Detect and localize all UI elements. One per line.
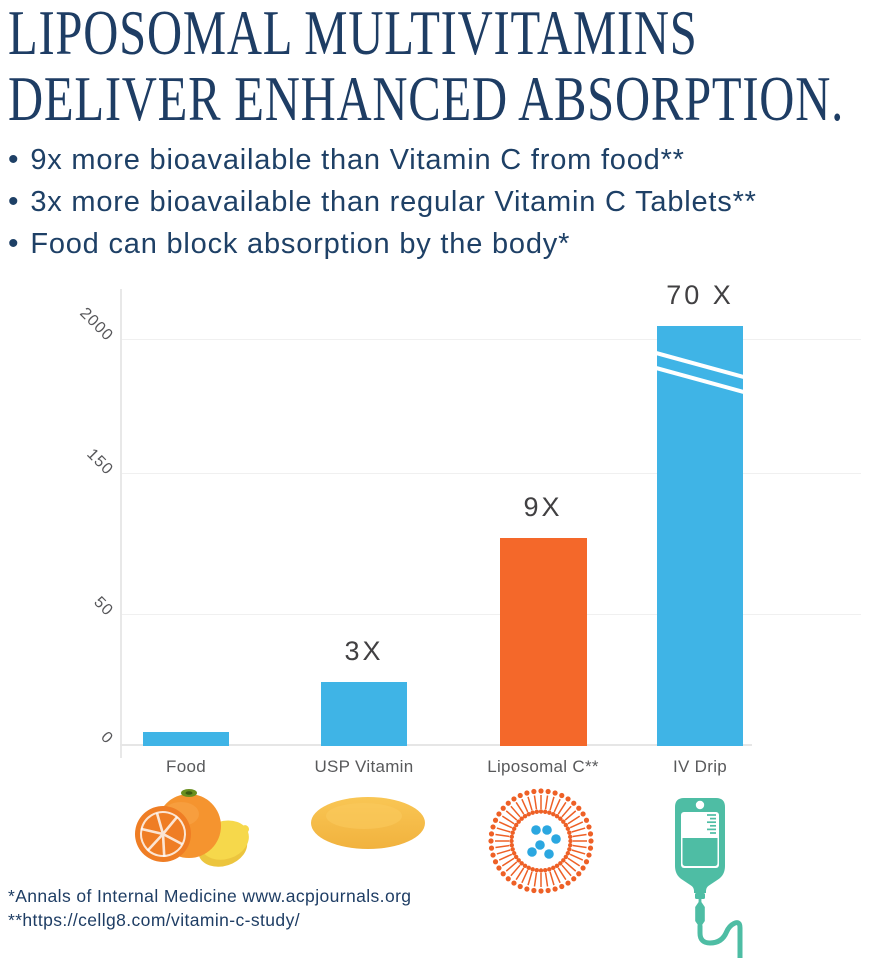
bar-value-label-liposomal-c: 9X [523, 492, 563, 522]
bullet-item: 9x more bioavailable than Vitamin C from… [8, 139, 757, 181]
axis-break-line [657, 365, 743, 395]
footnote-annals: *Annals of Internal Medicine www.acpjour… [8, 886, 412, 906]
page-title: LIPOSOMAL MULTIVITAMINS DELIVER ENHANCED… [8, 0, 875, 132]
footnote-cellg8: **https://cellg8.com/vitamin-c-study/ [8, 910, 300, 930]
footnote-citations: *Annals of Internal Medicine www.acpjour… [8, 884, 411, 932]
bar-value-label-iv-drip: 70 X [666, 280, 734, 310]
bar-food [143, 732, 229, 746]
category-label-food: Food [166, 757, 206, 776]
benefit-bullet-list: 9x more bioavailable than Vitamin C from… [8, 139, 757, 265]
bar-usp-vitamin [321, 682, 407, 746]
vitamin-tablet-icon [311, 797, 425, 849]
y-axis-tick-label-2000: 2000 [76, 304, 117, 345]
axis-break-line [657, 350, 743, 380]
iv-drip-bag-icon [675, 798, 743, 958]
bar-iv-drip [657, 326, 743, 746]
category-label-iv-drip: IV Drip [672, 757, 728, 776]
category-label-liposomal-c: Liposomal C** [487, 757, 599, 776]
gridline-150 [121, 473, 861, 474]
bar-liposomal-c [499, 538, 587, 746]
liposome-icon [488, 788, 594, 894]
y-axis-tick-label-150: 150 [83, 445, 117, 479]
bullet-item: 3x more bioavailable than regular Vitami… [8, 181, 757, 223]
oranges-and-lemon-icon [135, 789, 250, 867]
y-axis-tick-label-0: 0 [97, 728, 117, 748]
bullet-item: Food can block absorption by the body* [8, 223, 757, 265]
page-title-line-2: DELIVER ENHANCED ABSORPTION. [8, 63, 844, 134]
y-axis-line [120, 289, 122, 758]
x-axis-line [120, 744, 752, 746]
bar-value-label-usp-vitamin: 3X [344, 636, 384, 666]
category-label-usp-vitamin: USP Vitamin [314, 757, 414, 776]
gridline-50 [121, 614, 861, 615]
page-title-line-1: LIPOSOMAL MULTIVITAMINS [8, 0, 698, 68]
y-axis-tick-label-50: 50 [90, 593, 117, 620]
gridline-2000 [121, 339, 861, 340]
